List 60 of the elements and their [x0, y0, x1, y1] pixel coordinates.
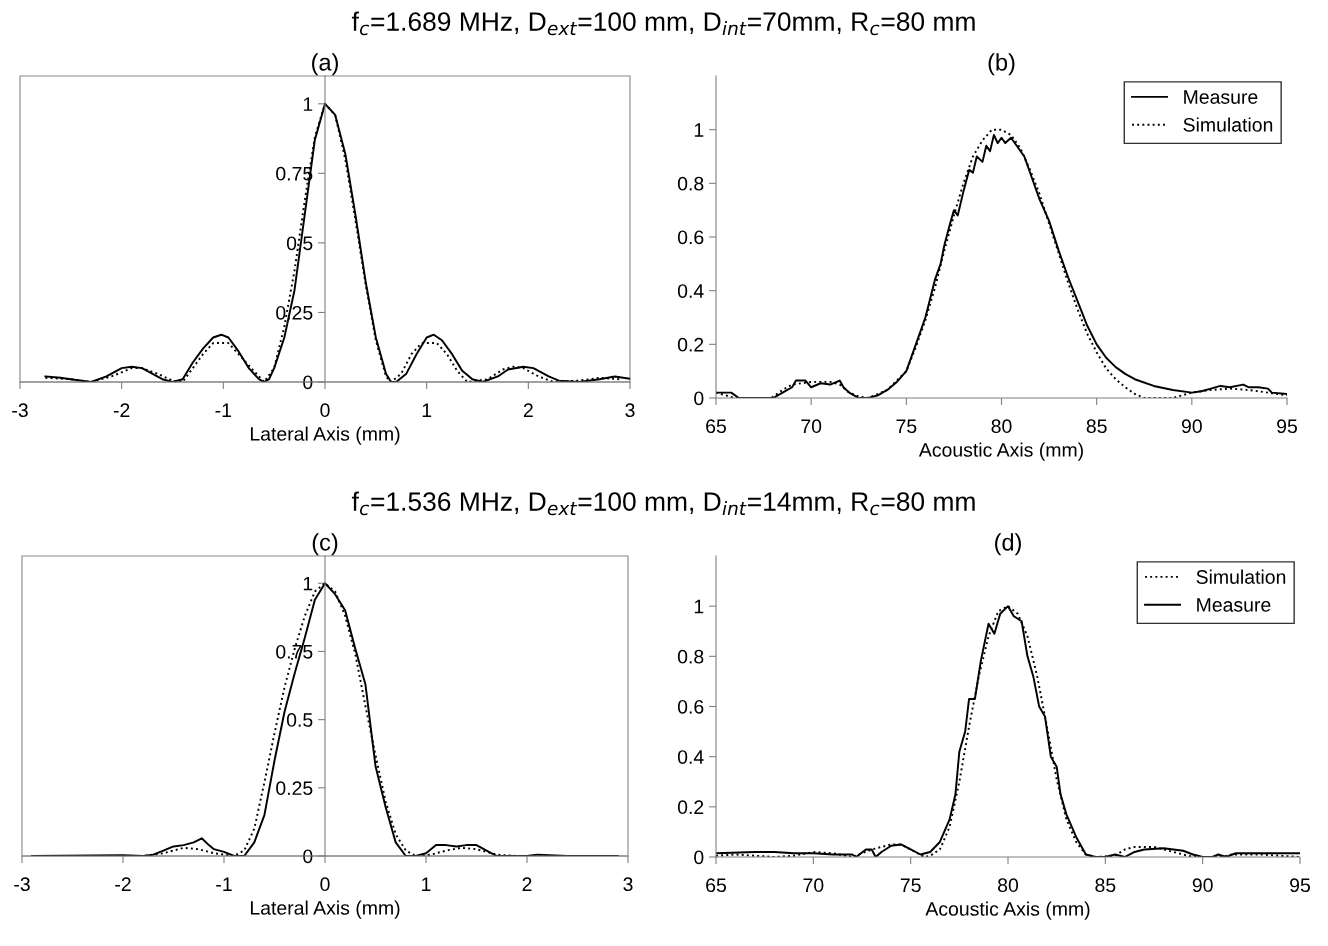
x-tick-label: 80	[991, 419, 1012, 434]
y-tick-label: 0.8	[677, 176, 704, 191]
chart-title: f$_{c}$=1.689 MHz, D$_{ext}$=100 mm, D$_{int}$=70mm, R$_{c}$=80 mm	[351, 11, 975, 36]
x-axis-title: Lateral Axis (mm)	[250, 900, 400, 919]
chart-subtitle: (a)	[312, 53, 338, 76]
y-tick-label: 1	[303, 576, 313, 591]
chart-subtitle: (c)	[312, 533, 338, 556]
x-tick-label: 75	[900, 878, 921, 893]
x-tick-label: -3	[14, 877, 30, 892]
y-tick-label: 1	[303, 97, 313, 111]
x-axis-title: Acoustic Axis (mm)	[918, 442, 1083, 461]
chart-title: (d)	[995, 533, 1021, 556]
x-tick-label: 1	[422, 403, 432, 417]
x-tick-label: 0	[320, 877, 330, 892]
y-tick-label: 0.5	[286, 713, 313, 727]
legend-label: Simulation	[1183, 117, 1273, 132]
x-tick-label: 65	[706, 878, 726, 893]
y-tick-label: 0.2	[677, 337, 704, 352]
y-tick-label: 0	[694, 850, 704, 865]
y-tick-label: 0	[694, 391, 704, 406]
y-tick-label: 0.25	[276, 781, 313, 796]
y-tick-label: 0	[303, 375, 313, 390]
x-tick-label: 3	[625, 403, 635, 418]
x-tick-label: 95	[1290, 878, 1310, 893]
x-tick-label: 80	[998, 878, 1019, 893]
x-tick-label: -1	[216, 877, 232, 891]
x-tick-label: 85	[1086, 419, 1107, 434]
x-tick-label: 90	[1192, 878, 1213, 893]
x-tick-label: -3	[12, 403, 28, 418]
y-tick-label: 0.4	[677, 750, 704, 764]
x-tick-label: 65	[706, 419, 726, 434]
x-tick-label: 95	[1277, 419, 1297, 434]
y-tick-label: 0.8	[677, 649, 704, 664]
x-tick-label: 2	[522, 877, 532, 891]
x-tick-label: -2	[113, 403, 130, 417]
legend-label: Simulation	[1196, 569, 1286, 584]
x-tick-label: 2	[523, 403, 533, 417]
legend-label: Measure	[1197, 598, 1271, 612]
x-tick-label: 70	[801, 419, 822, 434]
x-tick-label: 1	[422, 877, 431, 891]
y-tick-label: 0.6	[677, 230, 704, 245]
chart-title: (b)	[988, 53, 1015, 76]
x-axis-title: Lateral Axis (mm)	[250, 426, 400, 445]
legend-label: Measure	[1184, 90, 1258, 104]
x-axis-title: Acoustic Axis (mm)	[925, 901, 1090, 920]
x-tick-label: -2	[115, 877, 131, 891]
x-tick-label: 3	[623, 877, 633, 892]
y-tick-label: 0.4	[677, 284, 704, 298]
x-tick-label: 85	[1095, 878, 1116, 893]
y-tick-label: 0.2	[677, 800, 704, 815]
x-tick-label: 75	[896, 419, 917, 434]
y-tick-label: 0	[303, 849, 313, 864]
y-tick-label: 1	[694, 599, 704, 614]
x-tick-label: 90	[1181, 419, 1202, 434]
x-tick-label: -1	[215, 403, 232, 417]
x-tick-label: 0	[320, 403, 330, 418]
x-tick-label: 70	[803, 878, 824, 893]
y-tick-label: 0.6	[677, 699, 704, 714]
y-tick-label: 1	[694, 123, 704, 137]
chart-title: f$_{c}$=1.536 MHz, D$_{ext}$=100 mm, D$_{int}$=14mm, R$_{c}$=80 mm	[351, 491, 975, 516]
